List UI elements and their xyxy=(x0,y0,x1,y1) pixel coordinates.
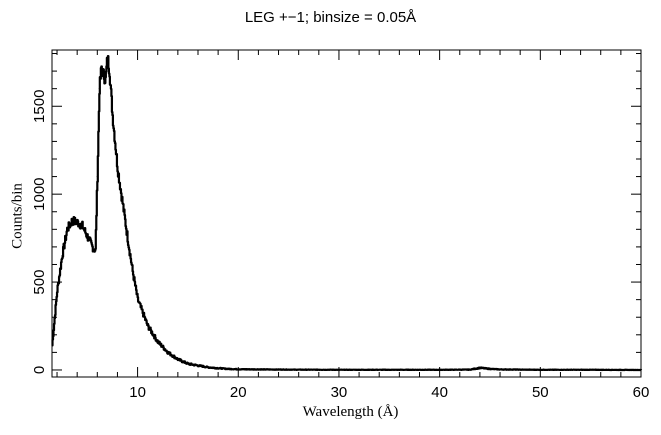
axis-ticks xyxy=(52,50,642,377)
x-tick-label: 20 xyxy=(230,384,247,401)
data-point xyxy=(102,74,104,76)
data-point xyxy=(167,351,169,353)
data-point xyxy=(590,369,592,371)
data-point xyxy=(121,202,124,204)
y-tick-label: 1000 xyxy=(31,177,48,210)
data-point xyxy=(197,364,199,367)
data-point xyxy=(207,366,209,368)
data-point xyxy=(76,221,78,223)
data-point xyxy=(91,246,93,248)
data-point xyxy=(640,369,642,371)
data-point xyxy=(489,368,491,370)
data-point xyxy=(71,219,73,222)
y-tick-label: 0 xyxy=(31,366,48,374)
data-point xyxy=(100,66,102,69)
axes-frame xyxy=(51,49,642,378)
y-tick-label: 500 xyxy=(31,270,48,295)
data-point xyxy=(177,358,179,361)
plot-frame xyxy=(51,49,642,378)
data-point xyxy=(108,70,110,72)
tick-labels: 10 20 30 40 50 60 0 500 1000 1500 xyxy=(31,90,649,401)
series-line xyxy=(51,55,643,372)
data-point xyxy=(187,363,189,365)
data-point xyxy=(217,367,219,369)
data-point xyxy=(111,114,114,116)
data-point xyxy=(106,56,108,58)
y-axis-label: Counts/bin xyxy=(9,183,26,249)
x-tick-label: 40 xyxy=(431,384,448,401)
data-point xyxy=(81,225,83,227)
data-point xyxy=(288,369,290,371)
data-point xyxy=(469,369,471,371)
data-point xyxy=(499,368,501,371)
x-tick-label: 60 xyxy=(633,384,650,401)
data-point xyxy=(479,367,481,369)
data-point xyxy=(98,88,100,90)
data-point xyxy=(131,270,134,273)
x-axis-label: Wavelength (Å) xyxy=(302,404,399,420)
data-point xyxy=(147,325,149,327)
data-point xyxy=(61,255,63,257)
data-point xyxy=(94,249,96,252)
data-point xyxy=(388,369,390,371)
chart-title: LEG +−1; binsize = 0.05Å xyxy=(244,9,417,26)
x-tick-label: 10 xyxy=(129,384,146,401)
y-tick-label: 1500 xyxy=(31,90,48,123)
data-point xyxy=(539,369,541,371)
data-point xyxy=(56,290,58,292)
data-point xyxy=(116,167,119,169)
data-point xyxy=(439,369,441,371)
data-point xyxy=(86,235,88,237)
x-tick-label: 50 xyxy=(532,384,549,401)
data-point xyxy=(157,341,159,343)
series-group xyxy=(51,55,643,372)
data-point xyxy=(227,368,229,370)
data-point xyxy=(66,228,68,230)
data-point xyxy=(338,369,340,371)
data-point xyxy=(51,344,53,346)
data-point xyxy=(237,368,239,370)
x-tick-label: 30 xyxy=(331,384,348,401)
data-point xyxy=(126,237,129,239)
data-point xyxy=(104,79,106,81)
data-point xyxy=(136,299,139,301)
data-point xyxy=(96,175,98,178)
